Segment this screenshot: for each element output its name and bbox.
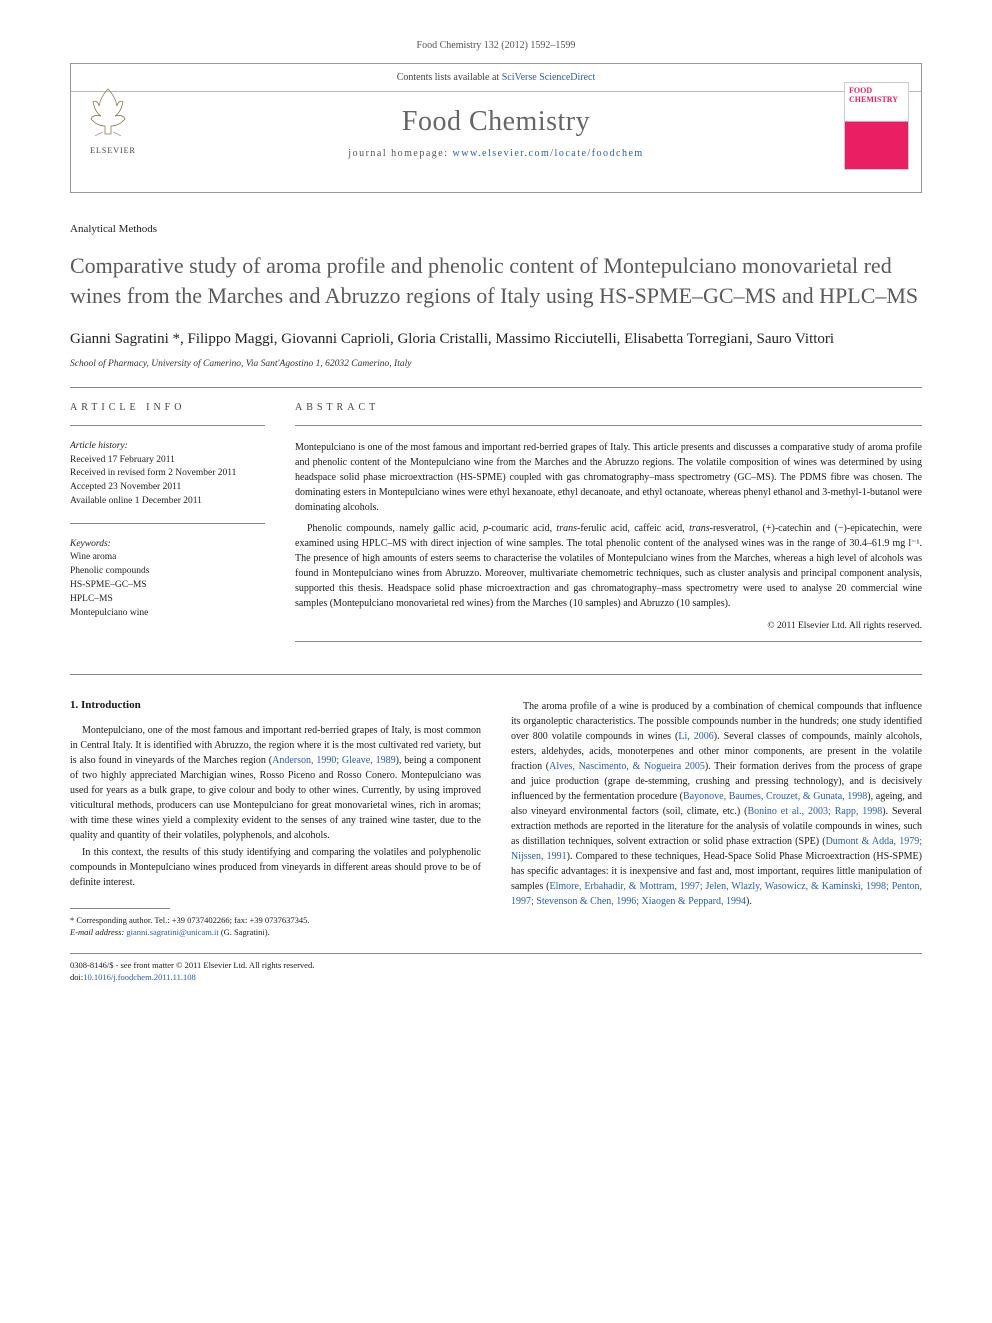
footer-copyright: 0308-8146/$ - see front matter © 2011 El… — [70, 960, 481, 972]
footer-left: 0308-8146/$ - see front matter © 2011 El… — [70, 960, 481, 984]
doi-link[interactable]: 10.1016/j.foodchem.2011.11.108 — [83, 972, 195, 982]
homepage-label: journal homepage: — [348, 148, 452, 159]
article-type: Analytical Methods — [70, 223, 922, 235]
citation-link[interactable]: Alves, Nascimento, & Nogueira 2005 — [549, 761, 705, 772]
intro-text: Montepulciano, one of the most famous an… — [70, 723, 481, 890]
corresponding-author-footnote: * Corresponding author. Tel.: +39 073740… — [70, 915, 481, 939]
keyword: Montepulciano wine — [70, 607, 265, 621]
citation-link[interactable]: Bonino et al., 2003; Rapp, 1998 — [747, 806, 882, 817]
email-label: E-mail address: — [70, 927, 124, 937]
authors-list: Gianni Sagratini *, Filippo Maggi, Giova… — [70, 328, 922, 351]
citation-link[interactable]: Anderson, 1990; Gleave, 1989 — [272, 755, 395, 766]
history-revised: Received in revised form 2 November 2011 — [70, 468, 236, 478]
citation-link[interactable]: Li, 2006 — [678, 731, 713, 742]
article-history: Article history: Received 17 February 20… — [70, 440, 265, 509]
journal-cover-thumbnail: FOOD CHEMISTRY — [844, 82, 909, 170]
keyword: HPLC–MS — [70, 593, 265, 607]
intro-p2: In this context, the results of this stu… — [70, 845, 481, 890]
keyword: HS-SPME–GC–MS — [70, 579, 265, 593]
page-footer: 0308-8146/$ - see front matter © 2011 El… — [70, 960, 922, 984]
contents-text: Contents lists available at — [397, 72, 502, 83]
elsevier-logo: ELSEVIER — [83, 84, 143, 164]
divider — [70, 387, 922, 388]
body-column-left: 1. Introduction Montepulciano, one of th… — [70, 699, 481, 939]
journal-header: ELSEVIER FOOD CHEMISTRY Contents lists a… — [70, 63, 922, 193]
sciencedirect-link[interactable]: SciVerse ScienceDirect — [502, 72, 596, 83]
history-label: Article history: — [70, 441, 128, 451]
info-divider-2 — [70, 523, 265, 524]
elsevier-tree-icon — [83, 84, 133, 139]
history-accepted: Accepted 23 November 2011 — [70, 482, 181, 492]
footnote-email-line: E-mail address: gianni.sagratini@unicam.… — [70, 927, 481, 939]
abstract-divider — [295, 425, 922, 426]
footer-divider — [70, 953, 922, 954]
abstract-bottom-divider — [295, 641, 922, 642]
article-info-column: ARTICLE INFO Article history: Received 1… — [70, 402, 265, 656]
footnote-separator — [70, 908, 170, 909]
footnote-corr: * Corresponding author. Tel.: +39 073740… — [70, 915, 481, 927]
keyword: Phenolic compounds — [70, 565, 265, 579]
article-info-label: ARTICLE INFO — [70, 402, 265, 413]
cover-text-2: CHEMISTRY — [849, 96, 904, 105]
body-column-right: The aroma profile of a wine is produced … — [511, 699, 922, 939]
history-received: Received 17 February 2011 — [70, 455, 175, 465]
info-divider — [70, 425, 265, 426]
citation-link[interactable]: Bayonove, Baumes, Crouzet, & Gunata, 199… — [683, 791, 867, 802]
keyword: Wine aroma — [70, 551, 265, 565]
journal-name: Food Chemistry — [71, 106, 921, 138]
footer-doi: doi:10.1016/j.foodchem.2011.11.108 — [70, 972, 481, 984]
abstract-label: ABSTRACT — [295, 402, 922, 413]
abstract-copyright: © 2011 Elsevier Ltd. All rights reserved… — [295, 621, 922, 631]
abstract-p1: Montepulciano is one of the most famous … — [295, 440, 922, 515]
keywords-list: Wine aroma Phenolic compounds HS-SPME–GC… — [70, 551, 265, 620]
keywords-label: Keywords: — [70, 539, 111, 549]
keywords-block: Keywords: Wine aroma Phenolic compounds … — [70, 538, 265, 621]
abstract-text: Montepulciano is one of the most famous … — [295, 440, 922, 611]
history-online: Available online 1 December 2011 — [70, 496, 202, 506]
intro-text-right: The aroma profile of a wine is produced … — [511, 699, 922, 909]
abstract-p2: Phenolic compounds, namely gallic acid, … — [295, 521, 922, 611]
body-top-divider — [70, 674, 922, 675]
contents-available: Contents lists available at SciVerse Sci… — [71, 64, 921, 92]
section-heading-intro: 1. Introduction — [70, 699, 481, 711]
citation-link[interactable]: Elmore, Erbahadir, & Mottram, 1997; Jele… — [511, 881, 922, 907]
intro-p3: The aroma profile of a wine is produced … — [511, 699, 922, 909]
affiliation: School of Pharmacy, University of Cameri… — [70, 359, 922, 369]
intro-p1: Montepulciano, one of the most famous an… — [70, 723, 481, 843]
abstract-column: ABSTRACT Montepulciano is one of the mos… — [295, 402, 922, 656]
citation-line: Food Chemistry 132 (2012) 1592–1599 — [70, 40, 922, 51]
homepage-line: journal homepage: www.elsevier.com/locat… — [71, 148, 921, 169]
email-suffix: (G. Sagratini). — [219, 927, 270, 937]
homepage-link[interactable]: www.elsevier.com/locate/foodchem — [453, 148, 644, 159]
publisher-name: ELSEVIER — [83, 146, 143, 155]
email-link[interactable]: gianni.sagratini@unicam.it — [126, 927, 218, 937]
article-title: Comparative study of aroma profile and p… — [70, 251, 922, 310]
